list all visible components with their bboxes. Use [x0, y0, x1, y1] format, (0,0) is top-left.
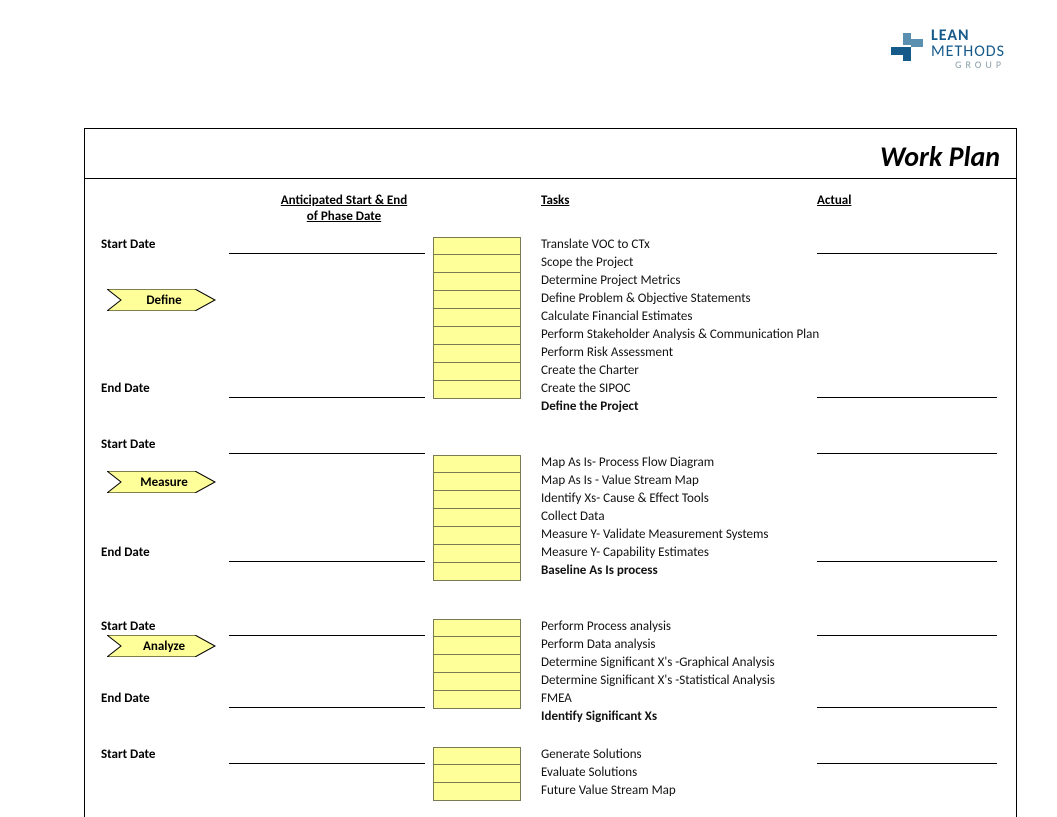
anticipated-start-input[interactable]: [229, 437, 425, 454]
end-date-label: End Date: [101, 691, 150, 706]
actual-end-input[interactable]: [817, 545, 997, 562]
phase-summary-label: Define the Project: [541, 399, 638, 414]
start-date-row: Start Date: [101, 437, 1000, 455]
logo: LEAN METHODS GROUP: [889, 28, 1005, 70]
task-row: Perform Risk Assessment: [101, 345, 1000, 363]
page-title: Work Plan: [85, 139, 1016, 179]
anticipated-end-input[interactable]: [229, 545, 425, 562]
task-label: Determine Significant X's -Statistical A…: [541, 673, 775, 688]
task-label: Perform Stakeholder Analysis & Communica…: [541, 327, 819, 342]
phase-arrow-label: Measure: [107, 471, 217, 493]
actual-end-input[interactable]: [817, 691, 997, 708]
phase-block-improve: Start DateGenerate SolutionsEvaluate Sol…: [101, 747, 1000, 803]
task-row: Generate Solutions: [101, 747, 1000, 765]
task-row: Perform Stakeholder Analysis & Communica…: [101, 327, 1000, 345]
end-date-label: End Date: [101, 381, 150, 396]
phase-arrow-define: Define: [107, 289, 217, 311]
task-row: Determine Project Metrics: [101, 273, 1000, 291]
task-row: Collect Data: [101, 509, 1000, 527]
task-row: Create the Charter: [101, 363, 1000, 381]
task-row: Perform Data analysis: [101, 637, 1000, 655]
summary-row: Define the Project: [101, 399, 1000, 417]
end-date-row: End Date: [101, 691, 1000, 709]
end-date-row: End Date: [101, 545, 1000, 563]
anticipated-end-input[interactable]: [229, 691, 425, 708]
task-label: Evaluate Solutions: [541, 765, 637, 780]
header-anticipated-l1: Anticipated Start & End: [281, 193, 407, 208]
task-row: Future Value Stream Map: [101, 783, 1000, 801]
task-label: Translate VOC to CTx: [541, 237, 650, 252]
start-date-label: Start Date: [101, 437, 155, 452]
task-label: Perform Process analysis: [541, 619, 671, 634]
phase-arrow-label: Define: [107, 289, 217, 311]
task-label: Generate Solutions: [541, 747, 642, 762]
column-headers: Anticipated Start & End of Phase Date Ta…: [101, 193, 1000, 237]
logo-line3: GROUP: [931, 60, 1005, 70]
end-date-label: End Date: [101, 545, 150, 560]
task-row: Evaluate Solutions: [101, 765, 1000, 783]
task-label: Measure Y- Validate Measurement Systems: [541, 527, 769, 542]
task-label: Perform Data analysis: [541, 637, 656, 652]
phase-block-analyze: Start DatePerform Process analysisPerfor…: [101, 601, 1000, 729]
phase-arrow-measure: Measure: [107, 471, 217, 493]
work-plan-frame: Work Plan Anticipated Start & End of Pha…: [84, 128, 1017, 817]
task-row: Map As Is- Process Flow Diagram: [101, 455, 1000, 473]
task-row: Map As Is - Value Stream Map: [101, 473, 1000, 491]
actual-end-input[interactable]: [817, 381, 997, 398]
task-row: Perform Process analysis: [101, 619, 1000, 637]
task-label: Scope the Project: [541, 255, 633, 270]
task-label: Perform Risk Assessment: [541, 345, 673, 360]
anticipated-end-input[interactable]: [229, 381, 425, 398]
task-label: Collect Data: [541, 509, 605, 524]
phase-summary-label: Identify Significant Xs: [541, 709, 657, 724]
task-label: Calculate Financial Estimates: [541, 309, 692, 324]
task-label: Define Problem & Objective Statements: [541, 291, 751, 306]
phase-block-define: Start DateTranslate VOC to CTxScope the …: [101, 237, 1000, 419]
task-row: Define Problem & Objective Statements: [101, 291, 1000, 309]
task-row: Measure Y- Validate Measurement Systems: [101, 527, 1000, 545]
header-anticipated: Anticipated Start & End of Phase Date: [259, 193, 429, 224]
task-row: Determine Significant X's -Statistical A…: [101, 673, 1000, 691]
end-date-row: End Date: [101, 381, 1000, 399]
phase-block-measure: Start Date Map As Is- Process Flow Diagra…: [101, 437, 1000, 583]
task-row: Determine Significant X's -Graphical Ana…: [101, 655, 1000, 673]
header-actual: Actual: [817, 193, 851, 208]
task-label: Create the Charter: [541, 363, 639, 378]
actual-start-input[interactable]: [817, 437, 997, 454]
phase-arrow-label: Analyze: [107, 635, 217, 657]
task-label: Map As Is - Value Stream Map: [541, 473, 699, 488]
summary-row: Baseline As Is process: [101, 563, 1000, 581]
header-tasks: Tasks: [541, 193, 569, 208]
summary-row: Identify Significant Xs: [101, 709, 1000, 727]
task-row: Calculate Financial Estimates: [101, 309, 1000, 327]
task-label: Determine Significant X's -Graphical Ana…: [541, 655, 775, 670]
logo-mark-icon: [889, 31, 925, 67]
task-label: Future Value Stream Map: [541, 783, 676, 798]
task-label: Determine Project Metrics: [541, 273, 680, 288]
task-row: Scope the Project: [101, 255, 1000, 273]
phases-container: Start Date Translate VOC to CTx Scope the …: [101, 237, 1000, 803]
phase-arrow-analyze: Analyze: [107, 635, 217, 657]
phase-summary-label: Baseline As Is process: [541, 563, 658, 578]
task-row: Translate VOC to CTx: [101, 237, 1000, 255]
task-label: Map As Is- Process Flow Diagram: [541, 455, 714, 470]
header-anticipated-l2: of Phase Date: [307, 209, 381, 224]
task-label: Identify Xs- Cause & Effect Tools: [541, 491, 709, 506]
logo-text: LEAN METHODS GROUP: [931, 28, 1005, 70]
task-row: Identify Xs- Cause & Effect Tools: [101, 491, 1000, 509]
